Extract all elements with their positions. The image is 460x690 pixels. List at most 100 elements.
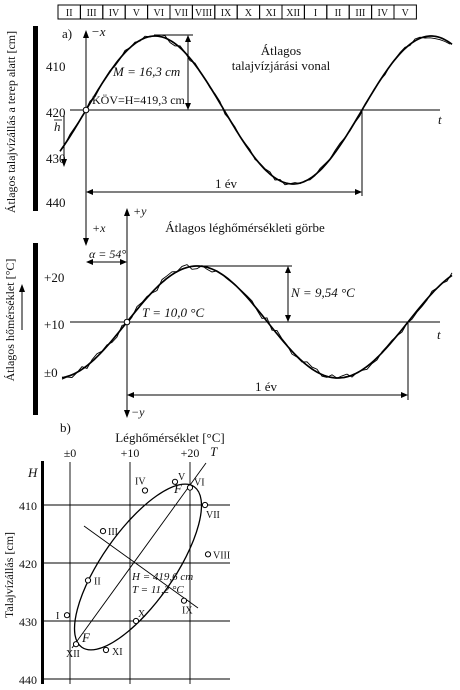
month-point-label: I: [56, 611, 59, 622]
panel-temp-period: 1 év: [255, 379, 278, 394]
panel-temp-period-head-l: [127, 392, 134, 398]
panel-a-pos-x: +x: [92, 221, 106, 235]
month-point-iii: [99, 528, 107, 535]
panel-temp-pos-y: +y: [133, 204, 147, 218]
month-point-vi: [186, 484, 194, 491]
panel-a-tick-440: 440: [46, 195, 66, 210]
panel-a-tag: a): [62, 26, 72, 41]
panel-a-period-head-l: [86, 189, 93, 195]
panel-temp-y-arrow-down: [124, 410, 130, 418]
month-label: IX: [221, 8, 232, 19]
panel-a-tick-420: 420: [46, 105, 66, 120]
month-point-i: [63, 612, 71, 619]
month-label: X: [245, 8, 253, 19]
panel-temp-t-label: t: [437, 327, 441, 342]
month-label: I: [314, 8, 317, 19]
panel-b-center-H: H = 419,6 cm: [131, 571, 193, 583]
panel-b-y-label: Talajvízállás [cm]: [2, 532, 16, 618]
panel-a-y-label: Átlagos talajvízállás a terep alatt [cm]: [4, 31, 18, 213]
panel-temp-amplitude: N = 9,54 °C: [290, 285, 355, 300]
panel-b-H: H: [27, 465, 38, 480]
month-point-vii: [201, 501, 209, 509]
month-point-label: III: [108, 527, 118, 538]
groundwater-sine-curve: [59, 35, 453, 185]
panel-a-x-arrow-down: [83, 238, 89, 246]
panel-temp-amp-head-down: [285, 315, 291, 322]
panel-a-h-arrow-head: [61, 159, 67, 167]
month-point-label: VII: [206, 510, 220, 521]
panel-temp-mean: T = 10,0 °C: [142, 305, 204, 320]
panel-b-center-T: T = 11,2 °C: [132, 584, 184, 596]
panel-b-ellipse: [73, 483, 203, 651]
panel-temp-scale-bar: [33, 243, 38, 415]
month-point-label: IX: [182, 606, 193, 617]
month-point-xi: [102, 646, 110, 654]
month-label: IV: [378, 8, 389, 19]
panel-temp-period-head-r: [401, 392, 408, 398]
panel-temp-y-arrow-up: [124, 208, 130, 216]
month-label: VIII: [195, 8, 212, 19]
panel-b-ytick-410: 410: [19, 499, 37, 513]
panel-temp-phase-head-r: [120, 259, 127, 265]
groundwater-polyline: [59, 34, 451, 186]
month-label: V: [133, 8, 141, 19]
panel-a-start-point: [82, 106, 90, 114]
panel-b-tag: b): [60, 420, 71, 435]
panel-b-ytick-430: 430: [19, 615, 37, 629]
panel-b-T: T: [210, 444, 218, 459]
panel-a-period: 1 év: [215, 176, 238, 191]
panel-temp-title: Átlagos léghőmérsékleti görbe: [165, 220, 325, 235]
panel-b-ytick-420: 420: [19, 557, 37, 571]
month-point-v: [171, 478, 179, 485]
panel-b-xtick-0: ±0: [64, 446, 77, 460]
month-cell: [393, 4, 417, 20]
panel-b-left-axis: [41, 461, 44, 684]
panel-b-minor-axis: [83, 525, 199, 609]
month-point-label: IV: [135, 477, 146, 488]
panel-a-amplitude: M = 16,3 cm: [112, 64, 180, 79]
month-point-viii: [204, 551, 212, 558]
panel-a-amp-head-up: [185, 35, 191, 42]
panel-b-x-label: Léghőmérséklet [°C]: [115, 430, 225, 445]
month-point-xii: [72, 641, 80, 648]
panel-b-focus-low: F: [81, 630, 91, 645]
panel-b-ytick-440: 440: [19, 673, 37, 687]
panel-a-x-arrow-up: [83, 30, 89, 38]
month-label: XI: [266, 8, 277, 19]
month-header: II III IV V VI VII VIII IX X XI XII I II III IV V: [57, 4, 417, 20]
panel-temp-tick-0: ±0: [44, 365, 58, 380]
panel-temp-tick-20: +20: [44, 270, 64, 285]
panel-b-focus-high: F: [173, 481, 183, 496]
panel-b-xtick-20: +20: [181, 446, 200, 460]
month-point-ix: [180, 597, 188, 604]
panel-a: a) Átlagos talajvízállás a terep alatt […: [4, 24, 453, 246]
month-point-label: V: [178, 472, 186, 483]
month-label: VI: [154, 8, 165, 19]
panel-a-tick-430: 430: [46, 151, 66, 166]
month-point-x: [132, 617, 140, 625]
month-label: VII: [174, 8, 188, 19]
panel-temp-tick-10: +10: [44, 317, 64, 332]
panel-temp-phase-head-l: [86, 259, 93, 265]
panel-temp-amp-head-up: [285, 266, 291, 273]
month-label: III: [355, 8, 365, 19]
panel-a-period-head-r: [355, 189, 362, 195]
month-point-ii: [84, 577, 92, 584]
panel-a-hbar: h: [54, 119, 61, 134]
month-point-label: II: [94, 576, 101, 587]
panel-a-neg-x: −x: [91, 24, 106, 39]
month-label: V: [402, 8, 410, 19]
month-point-label: XII: [66, 649, 80, 660]
month-label: II: [66, 8, 73, 19]
panel-temp-up-arrow-head: [19, 284, 25, 292]
panel-temperature: Átlagos hőmérséklet [°C] +20 +10 ±0 t +y…: [3, 204, 453, 419]
month-point-label: VIII: [213, 550, 230, 561]
month-point-label: X: [138, 609, 146, 620]
month-point-label: VI: [194, 478, 205, 489]
panel-a-amp-head-down: [185, 103, 191, 110]
panel-temp-start-point: [123, 318, 131, 326]
panel-a-mean: KÖV=H=419,3 cm: [92, 93, 186, 107]
month-point-label: XI: [112, 647, 123, 658]
